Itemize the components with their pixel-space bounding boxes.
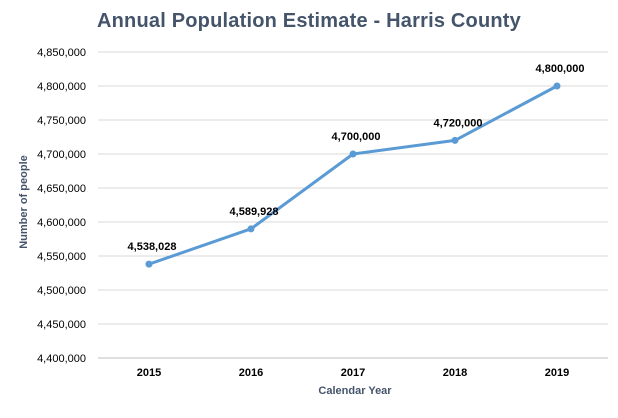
data-point <box>451 136 459 144</box>
data-point <box>349 150 357 158</box>
y-tick-label: 4,400,000 <box>37 353 86 365</box>
data-point <box>247 225 255 233</box>
x-tick-label: 2016 <box>239 367 263 379</box>
data-label: 4,589,928 <box>230 206 279 218</box>
y-tick-label: 4,600,000 <box>37 217 86 229</box>
y-tick-label: 4,700,000 <box>37 149 86 161</box>
y-tick-label: 4,650,000 <box>37 183 86 195</box>
data-label: 4,538,028 <box>128 241 177 253</box>
y-tick-label: 4,800,000 <box>37 81 86 93</box>
data-label: 4,720,000 <box>434 117 483 129</box>
data-point <box>553 82 561 90</box>
data-label: 4,800,000 <box>536 63 585 75</box>
x-tick-label: 2019 <box>545 367 569 379</box>
y-tick-label: 4,550,000 <box>37 251 86 263</box>
data-label: 4,700,000 <box>332 131 381 143</box>
y-tick-label: 4,750,000 <box>37 115 86 127</box>
x-axis-label: Calendar Year <box>318 385 392 397</box>
x-tick-label: 2015 <box>137 367 161 379</box>
x-tick-label: 2018 <box>443 367 467 379</box>
y-axis-label: Number of people <box>18 155 30 249</box>
chart-title: Annual Population Estimate - Harris Coun… <box>97 10 521 32</box>
data-point <box>145 260 153 268</box>
x-tick-label: 2017 <box>341 367 365 379</box>
y-tick-label: 4,500,000 <box>37 285 86 297</box>
y-tick-label: 4,450,000 <box>37 319 86 331</box>
y-tick-label: 4,850,000 <box>37 47 86 59</box>
series-line <box>147 84 559 266</box>
